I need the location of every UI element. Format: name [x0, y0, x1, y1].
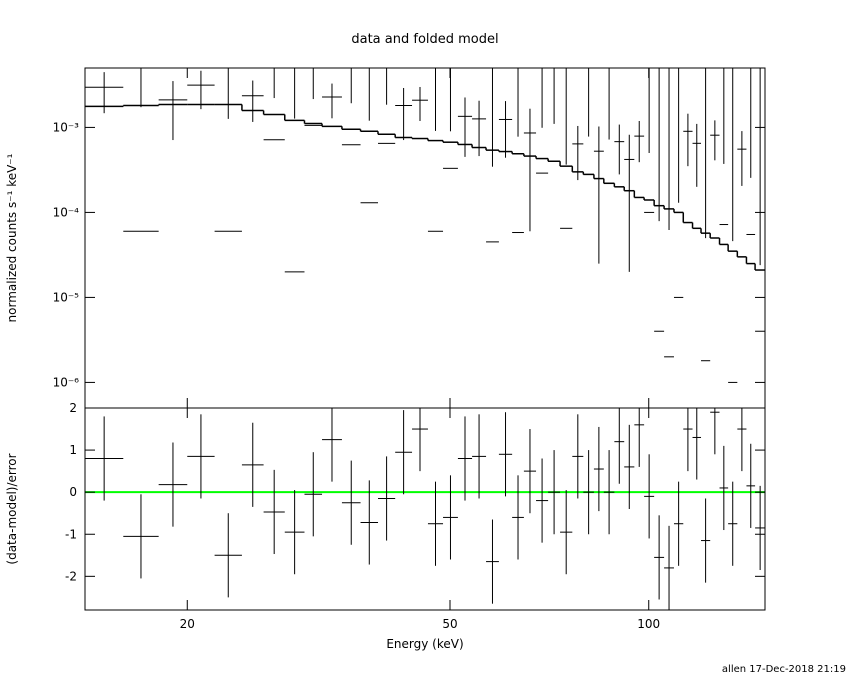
- y-tick-label: -1: [65, 527, 77, 541]
- y-tick-label: -2: [65, 569, 77, 583]
- footer: allen 17-Dec-2018 21:19: [722, 664, 846, 675]
- y-tick-label: 10⁻⁴: [53, 205, 80, 219]
- bottom-plot: [85, 408, 765, 610]
- y-tick-label: 0: [69, 485, 77, 499]
- x-tick-label: 20: [180, 617, 195, 631]
- x-axis-label: Energy (keV): [386, 637, 463, 651]
- x-tick-label: 100: [637, 617, 660, 631]
- axes: 10⁻⁶ 10⁻⁵ 10⁻⁴ 10⁻³ -2 -1 0 1 2 20 50 100: [53, 68, 765, 631]
- y-tick-label: 10⁻⁵: [53, 290, 80, 304]
- y-tick-label: 2: [69, 401, 77, 415]
- y-tick-label: 10⁻⁶: [53, 375, 80, 389]
- y-axis-label: normalized counts s⁻¹ keV⁻¹: [5, 153, 19, 322]
- y-axis-label: (data-model)/error: [5, 453, 19, 564]
- y-tick-label: 1: [69, 443, 77, 457]
- frame: [84, 67, 766, 409]
- x-tick-label: 50: [442, 617, 457, 631]
- top-plot: [85, 68, 765, 383]
- frame: [84, 407, 766, 611]
- y-tick-label: 10⁻³: [53, 120, 80, 134]
- chart-title: data and folded model: [351, 32, 498, 47]
